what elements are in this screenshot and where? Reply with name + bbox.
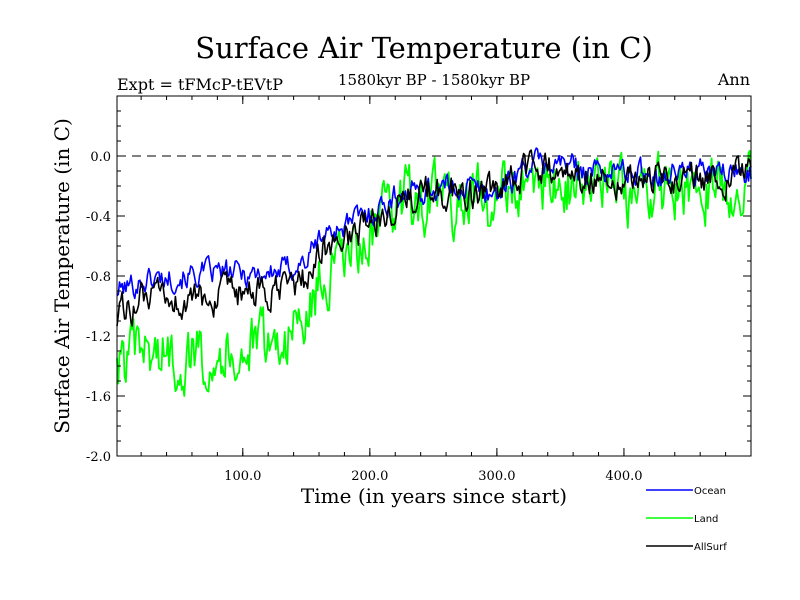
x-tick-label: 200.0 — [351, 469, 388, 484]
x-tick-label: 100.0 — [224, 469, 261, 484]
y-axis-label: Surface Air Temperature (in C) — [50, 118, 74, 434]
y-tick-label: -0.8 — [86, 270, 111, 285]
legend-label-ocean: Ocean — [694, 486, 726, 497]
chart-subtitle: 1580kyr BP - 1580kyr BP — [338, 71, 530, 89]
y-tick-label: 0.0 — [90, 150, 111, 165]
y-tick-label: -2.0 — [86, 450, 111, 465]
plot-area: -2.0 -1.6 -1.2 -0.8 -0.4 0.0 100.0 200.0 300.0 40… — [86, 95, 752, 484]
x-tick-label: 400.0 — [605, 469, 642, 484]
y-tick-label: -0.4 — [86, 210, 111, 225]
chart-title: Surface Air Temperature (in C) — [195, 31, 653, 65]
legend-label-land: Land — [694, 514, 718, 525]
season-label: Ann — [717, 70, 750, 89]
x-tick-label: 300.0 — [478, 469, 515, 484]
y-tick-label: -1.2 — [86, 330, 111, 345]
legend: Ocean Land AllSurf — [646, 486, 727, 553]
series-line-ocean — [116, 147, 752, 300]
experiment-label: Expt = tFMcP-tEVtP — [117, 75, 283, 94]
x-axis-label: Time (in years since start) — [301, 484, 567, 508]
y-tick-label: -1.6 — [86, 390, 111, 405]
series-line-allsurf — [116, 149, 752, 327]
legend-label-allsurf: AllSurf — [694, 542, 727, 553]
series-line-land — [116, 149, 752, 397]
